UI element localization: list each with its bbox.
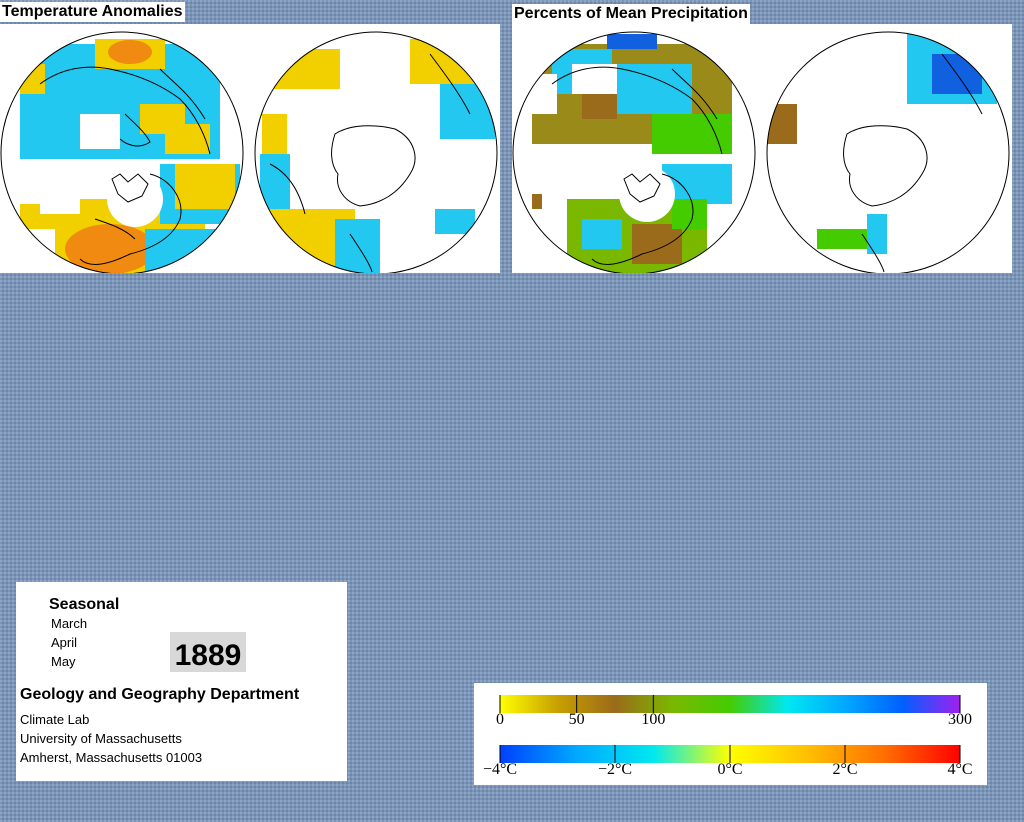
precipitation-colorbar (500, 695, 960, 713)
department-name: Geology and Geography Department (20, 686, 300, 703)
precipitation-tick-label: 50 (568, 711, 585, 728)
precipitation-south-hemisphere-fill (767, 34, 997, 254)
precipitation-tick-label: 300 (948, 711, 972, 728)
month-label: May (51, 654, 76, 669)
temperature-tick-label: 2°C (832, 761, 858, 778)
info-box: Seasonal March April May 1889 Geology an… (16, 582, 347, 781)
legend-box: 0 50 100 300 −4°C −2°C 0°C 2°C 4°C (474, 683, 987, 785)
month-label: March (51, 616, 88, 631)
precipitation-maps-panel (512, 24, 1012, 273)
month-label: April (51, 635, 78, 650)
legend-colorbars (499, 695, 961, 763)
precipitation-tick-label: 100 (641, 711, 666, 728)
temperature-title: Temperature Anomalies (0, 2, 185, 22)
temperature-tick-label: −4°C (482, 761, 518, 778)
precipitation-north-hemisphere-fill (527, 34, 732, 273)
temperature-maps (0, 31, 498, 273)
university-name: University of Massachusetts (20, 731, 182, 746)
year-display: 1889 (170, 632, 246, 672)
temperature-coastlines (39, 53, 471, 273)
temperature-tick-label: 0°C (717, 761, 743, 778)
precipitation-maps (512, 31, 1010, 273)
temperature-south-hemisphere-fill (260, 39, 495, 273)
temperature-tick-label: 4°C (947, 761, 973, 778)
precipitation-title: Percents of Mean Precipitation (512, 4, 750, 24)
precipitation-coastlines (551, 53, 983, 273)
temperature-maps-panel (0, 24, 500, 273)
precipitation-tick-label: 0 (496, 711, 504, 728)
temperature-tick-label: −2°C (597, 761, 633, 778)
season-heading: Seasonal (49, 596, 120, 613)
lab-name: Climate Lab (20, 712, 90, 727)
address-line: Amherst, Massachusetts 01003 (20, 750, 203, 765)
